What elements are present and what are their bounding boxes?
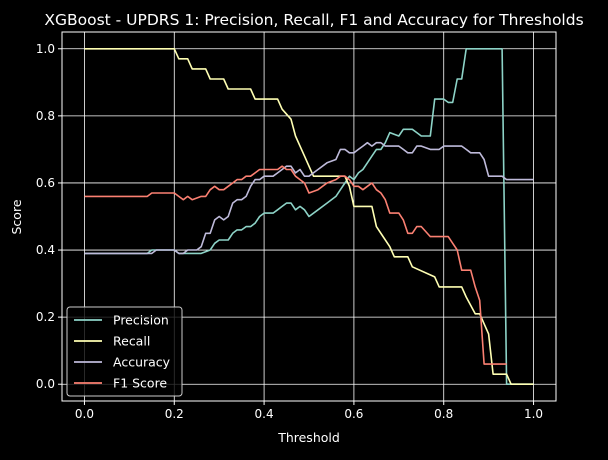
x-tick-label: 0.6 [344,407,363,421]
series-lines [84,47,534,386]
y-axis-label: Score [9,199,24,234]
legend-label: Recall [113,334,150,349]
legend-label: F1 Score [113,376,167,391]
y-tick-label: 0.0 [36,377,55,391]
series-line-precision [84,47,534,386]
x-axis-ticks: 0.0 0.2 0.4 0.6 0.8 1.0 [75,401,543,421]
plot-frame [61,31,557,402]
legend: Precision Recall Accuracy F1 Score [66,306,183,397]
x-tick-label: 1.0 [524,407,543,421]
x-tick-label: 0.8 [434,407,453,421]
y-tick-label: 0.6 [36,176,55,190]
y-tick-label: 0.8 [36,109,55,123]
x-tick-label: 0.2 [165,407,184,421]
chart-title: XGBoost - UPDRS 1: Precision, Recall, F1… [44,11,583,29]
x-axis-label: Threshold [277,430,340,445]
series-line-accuracy [84,141,534,255]
legend-label: Precision [113,313,169,328]
y-axis-ticks: 0.0 0.2 0.4 0.6 0.8 1.0 [36,42,62,391]
legend-label: Accuracy [113,355,171,370]
x-tick-label: 0.0 [75,407,94,421]
series-line-f1-score [84,165,507,365]
y-tick-label: 0.2 [36,310,55,324]
legend-box [66,306,183,397]
y-tick-label: 0.4 [36,243,55,257]
x-tick-label: 0.4 [255,407,274,421]
y-tick-label: 1.0 [36,42,55,56]
